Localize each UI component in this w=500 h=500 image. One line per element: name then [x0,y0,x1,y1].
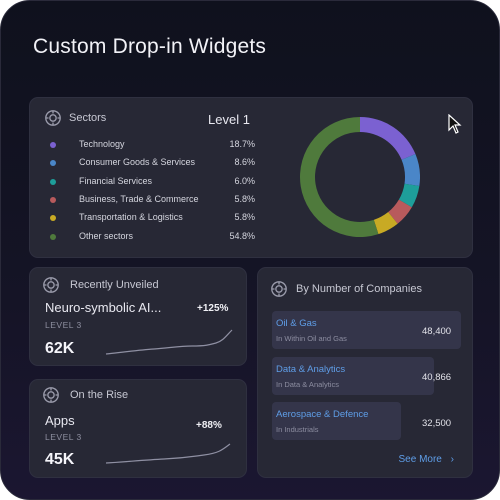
company-row-value: 32,500 [422,418,452,429]
recently-unveiled-item[interactable]: Neuro-symbolic AI... [45,300,162,315]
sectors-header: Sectors [69,112,107,124]
company-row-name[interactable]: Aerospace & Defence [276,409,369,420]
level-label[interactable]: Level 1 [208,112,250,127]
donut-slice[interactable] [373,212,398,235]
donut-slice[interactable] [388,199,412,224]
donut-slice[interactable] [360,117,416,160]
company-row-aerospace-defence[interactable]: Aerospace & Defence In Industrials [272,402,401,440]
company-row-value: 40,866 [422,372,452,383]
settings-icon[interactable] [42,386,60,404]
recently-unveiled-level: LEVEL 3 [45,320,82,330]
see-more-label: See More [398,454,442,465]
chevron-right-icon: › [450,454,454,465]
on-the-rise-item[interactable]: Apps [45,413,75,428]
companies-card[interactable]: By Number of Companies Oil & Gas In With… [257,267,473,478]
sector-pct: 54.8% [229,230,255,241]
sector-color-dot [50,160,56,167]
sector-color-dot [50,196,56,203]
donut-slice[interactable] [401,154,420,186]
recently-unveiled-delta: +125% [197,303,229,314]
on-the-rise-level: LEVEL 3 [45,432,82,442]
recently-unveiled-sparkline [105,329,233,355]
sector-pct: 6.0% [234,175,255,186]
on-the-rise-delta: +88% [196,420,222,431]
page-title: Custom Drop-in Widgets [33,35,267,58]
see-more-link[interactable]: See More › [399,454,454,465]
sector-row[interactable]: Transportation & Logistics 5.8% [50,211,260,225]
sector-name: Other sectors [79,230,134,241]
companies-header: By Number of Companies [296,283,422,295]
sectors-card[interactable]: Sectors Level 1 Technology 18.7% Consumer … [29,97,473,258]
sector-name: Consumer Goods & Services [79,157,196,168]
sector-pct: 5.8% [234,212,255,223]
on-the-rise-card[interactable]: On the Rise Apps LEVEL 3 45K +88% [29,379,247,478]
donut-slice[interactable] [398,183,420,208]
on-the-rise-header: On the Rise [70,389,129,401]
sector-color-dot [50,142,56,148]
sector-row[interactable]: Technology 18.7% [50,138,260,152]
recently-unveiled-header: Recently Unveiled [70,279,159,291]
company-row-subtitle: In Data & Analytics [276,380,339,389]
sector-pct: 5.8% [234,193,255,204]
settings-icon[interactable] [270,280,288,298]
settings-icon[interactable] [44,109,62,127]
sector-color-dot [50,178,56,185]
on-the-rise-sparkline [105,443,231,464]
company-row-name[interactable]: Data & Analytics [276,364,346,375]
sector-name: Business, Trade & Commerce [79,193,199,204]
company-row-value: 48,400 [422,326,452,337]
company-row-subtitle: In Within Oil and Gas [276,334,347,343]
sector-row[interactable]: Financial Services 6.0% [50,175,260,189]
settings-icon[interactable] [42,276,60,294]
company-row-subtitle: In Industrials [276,425,319,434]
sectors-donut-chart[interactable] [300,114,420,240]
sector-row[interactable]: Business, Trade & Commerce 5.8% [50,193,260,207]
recently-unveiled-card[interactable]: Recently Unveiled Neuro-symbolic AI... L… [29,267,247,366]
sector-name: Transportation & Logistics [79,212,183,223]
donut-slice[interactable] [300,117,379,237]
company-row-data-analytics[interactable]: Data & Analytics In Data & Analytics [272,357,434,395]
sector-row[interactable]: Consumer Goods & Services 8.6% [50,156,260,170]
company-row-oil-gas[interactable]: Oil & Gas In Within Oil and Gas [272,311,461,349]
on-the-rise-value: 45K [45,451,75,468]
company-row-name[interactable]: Oil & Gas [276,318,317,329]
sector-name: Financial Services [79,175,153,186]
sector-pct: 8.6% [234,157,255,168]
sector-name: Technology [79,139,125,149]
sector-color-dot [50,233,56,240]
sector-row[interactable]: Other sectors 54.8% [50,230,260,244]
sector-color-dot [50,215,56,222]
recently-unveiled-value: 62K [45,340,75,357]
mouse-pointer-icon [448,114,462,134]
sector-pct: 18.7% [229,139,255,149]
